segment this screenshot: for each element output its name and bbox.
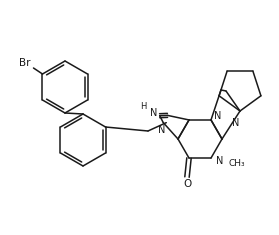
Text: N: N	[158, 125, 165, 135]
Text: N: N	[216, 156, 224, 166]
Text: N: N	[150, 108, 157, 118]
Text: O: O	[183, 179, 191, 189]
Text: CH₃: CH₃	[229, 159, 245, 168]
Text: N: N	[232, 118, 240, 128]
Text: N: N	[214, 111, 222, 121]
Text: Br: Br	[19, 58, 30, 68]
Text: H: H	[141, 102, 147, 111]
